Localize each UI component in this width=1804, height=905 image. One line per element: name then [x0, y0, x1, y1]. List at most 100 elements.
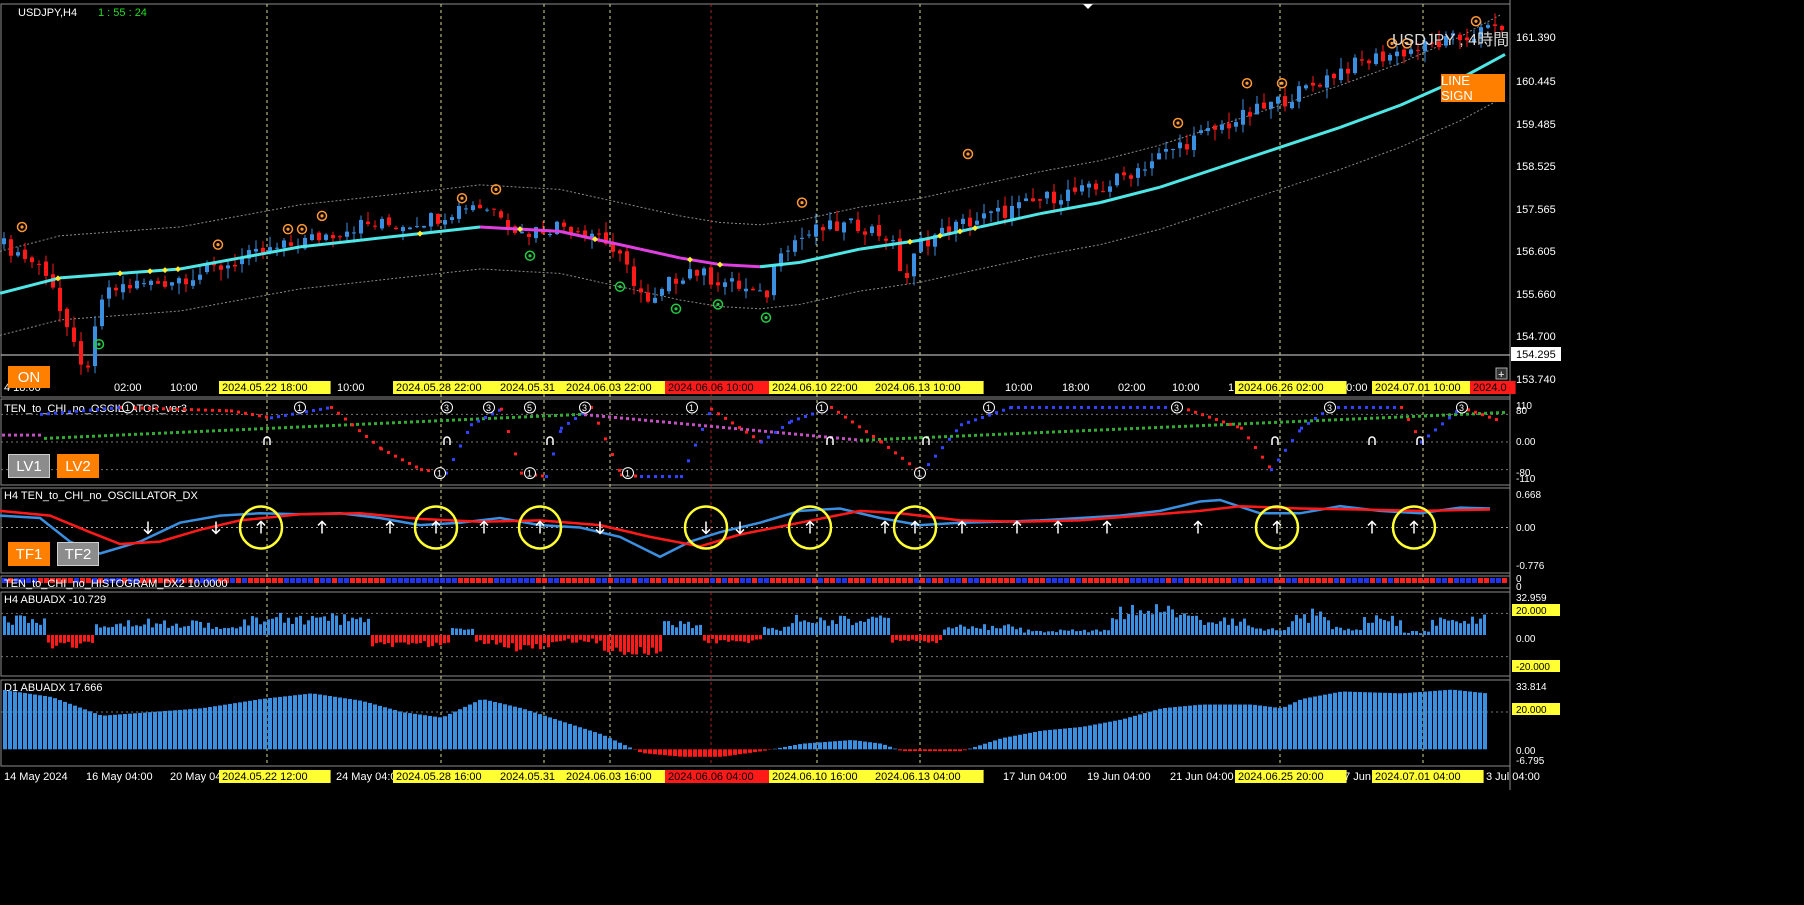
histogram-cell: [902, 578, 907, 583]
adx-h4-bar: [999, 628, 1002, 635]
candle-body: [380, 219, 384, 228]
adx-d1-bar: [423, 715, 427, 749]
current-price-label: 154.295: [1516, 349, 1556, 361]
adx-d1-bar: [783, 747, 787, 749]
adx-h4-bar: [1159, 612, 1162, 635]
adx-h4-bar: [1403, 633, 1406, 635]
buy-signal-dot: [674, 307, 677, 310]
adx-d1-bar: [663, 749, 667, 755]
line-sign-button[interactable]: LINE SIGN: [1441, 74, 1505, 102]
osc-slow-dot: [908, 437, 911, 440]
adx-h4-bar: [903, 635, 906, 640]
adx-h4-bar: [363, 622, 366, 635]
osc-slow-dot: [278, 426, 281, 429]
osc-fast-dot: [1101, 406, 1104, 409]
osc-slow-dot: [404, 421, 407, 424]
adx-d1-bar: [973, 747, 977, 749]
histogram-cell: [614, 578, 619, 583]
osc-slow-dot: [176, 431, 179, 434]
adx-h4-bar: [167, 628, 170, 635]
osc-slow-dot: [938, 435, 941, 438]
adx-h4-bar: [1355, 629, 1358, 635]
adx-h4-bar: [1047, 631, 1050, 635]
adx-h4-bar: [467, 629, 470, 635]
osc-slow-dot: [512, 416, 515, 419]
osc-fast-dot: [1143, 406, 1146, 409]
osc-fast-dot: [1393, 406, 1396, 409]
histogram-cell: [1370, 578, 1375, 583]
histogram-cell: [566, 578, 571, 583]
adx-h4-bar: [931, 635, 934, 641]
adx-d1-bar: [1378, 693, 1382, 750]
time-marker-label: 2024.06.03 16:00: [566, 771, 652, 783]
adx-d1-bar: [1158, 709, 1162, 749]
osc-slow-dot: [980, 434, 983, 437]
adx-h4-bar: [607, 635, 610, 652]
hist-panel-title: TEN_to_CHI_no_HISTOGRAM_DX2 10.0000: [4, 578, 228, 590]
adx-h4-bar: [79, 635, 82, 643]
histogram-cell: [308, 578, 313, 583]
osc-slow-dot: [320, 425, 323, 428]
adx-h4-bar: [471, 629, 474, 635]
histogram-cell: [1154, 578, 1159, 583]
adx-h4-bar: [1079, 631, 1082, 635]
candle-body: [394, 228, 398, 229]
adx-d1-bar: [1423, 692, 1427, 750]
histogram-cell: [446, 578, 451, 583]
osc-slow-dot: [986, 433, 989, 436]
osc-count-label: 3: [1174, 403, 1179, 413]
osc-slow-dot: [692, 423, 695, 426]
adx-d1-bar: [1108, 722, 1112, 750]
histogram-cell: [1280, 578, 1285, 583]
adx-d1-bar: [643, 749, 647, 753]
osc-slow-dot: [1112, 428, 1115, 431]
adx-h4-bar: [63, 635, 66, 643]
candle-body: [618, 250, 622, 253]
candle-body: [702, 268, 706, 275]
adx-h4-bar: [499, 635, 502, 643]
time-marker-label: 2024.06.26 02:00: [1238, 382, 1324, 394]
histogram-cell: [266, 578, 271, 583]
osc-slow-dot: [182, 431, 185, 434]
osc-fast-dot: [634, 475, 637, 478]
candle-body: [1304, 85, 1308, 88]
adx-d1-bar: [208, 707, 212, 749]
adx-d1-bar: [1103, 723, 1107, 750]
candle-body: [653, 298, 657, 303]
adx-d1-bar: [1413, 692, 1417, 749]
tf2-button[interactable]: TF2: [57, 542, 99, 566]
osc-fast-dot: [640, 475, 643, 478]
osc-slow-dot: [266, 427, 269, 430]
histogram-cell: [476, 578, 481, 583]
adx-h4-bar: [899, 635, 902, 641]
osc-slow-dot: [1052, 430, 1055, 433]
osc-slow-dot: [1340, 418, 1343, 421]
candle-body: [366, 222, 370, 224]
adx-h4-bar: [787, 627, 790, 635]
osc-fast-dot: [401, 458, 404, 461]
adx-h4-bar: [1323, 617, 1326, 635]
candle-body: [1374, 53, 1378, 64]
osc-slow-dot: [242, 428, 245, 431]
adx-d1-bar: [853, 740, 857, 749]
adx-h4-bar: [1423, 631, 1426, 635]
adx-d1-bar: [1213, 705, 1217, 750]
adx-h4-bar: [507, 635, 510, 648]
adx-h4-bar: [791, 623, 794, 635]
on-button[interactable]: ON: [8, 366, 50, 388]
adx-h4-bar: [395, 635, 398, 643]
lv1-button[interactable]: LV1: [8, 454, 50, 478]
histogram-cell: [1076, 578, 1081, 583]
osc-slow-dot: [194, 430, 197, 433]
lv2-button[interactable]: LV2: [57, 454, 99, 478]
adx-h4-bar: [335, 616, 338, 635]
adx-h4-bar: [1415, 631, 1418, 635]
histogram-cell: [986, 578, 991, 583]
osc-fast-dot: [934, 455, 937, 458]
tf1-button[interactable]: TF1: [8, 542, 50, 566]
adx-d1-bar: [473, 702, 477, 749]
osc-fast-dot: [265, 415, 268, 418]
adx-h4-bar: [1231, 619, 1234, 635]
